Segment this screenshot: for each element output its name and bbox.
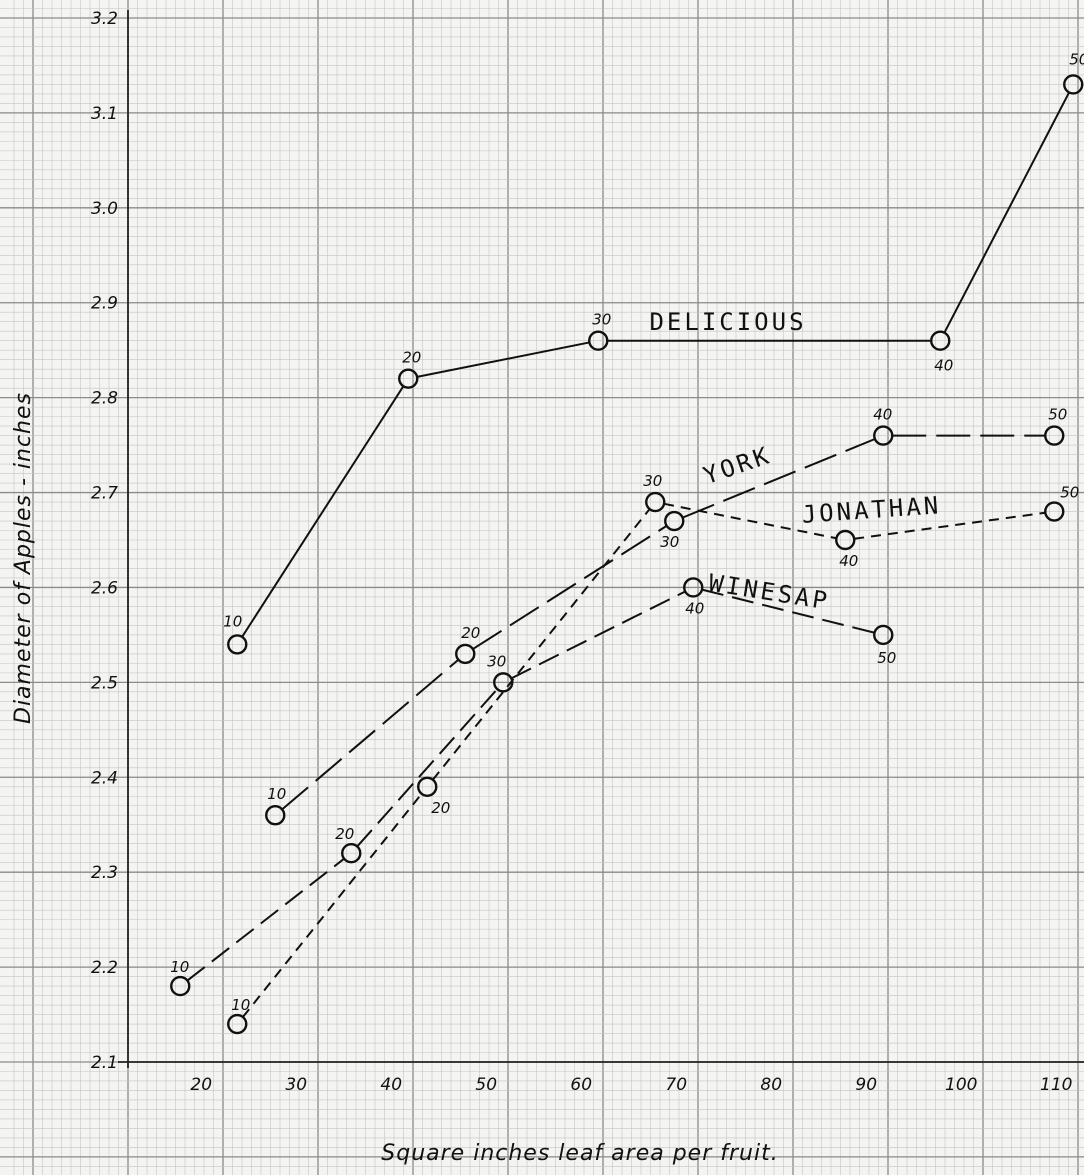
data-point-marker bbox=[873, 425, 894, 446]
data-point-marker bbox=[1044, 501, 1065, 522]
series-line-segment bbox=[682, 438, 876, 519]
series-name-label: JONATHAN bbox=[801, 491, 942, 529]
series-line-segment bbox=[416, 341, 590, 378]
data-point-marker bbox=[398, 368, 419, 389]
series-line-segment bbox=[242, 793, 423, 1018]
data-point-marker bbox=[835, 529, 856, 551]
point-label: 10 bbox=[223, 612, 242, 630]
y-tick-label: 3.0 bbox=[91, 199, 118, 219]
point-label: 20 bbox=[431, 799, 450, 817]
point-label: 40 bbox=[873, 406, 892, 424]
point-label: 10 bbox=[267, 785, 286, 803]
series-line-segment bbox=[186, 857, 345, 982]
point-label: 30 bbox=[643, 472, 662, 490]
point-label: 30 bbox=[660, 533, 679, 551]
data-point-marker bbox=[930, 330, 951, 351]
series-name-label: YORK bbox=[700, 441, 775, 490]
x-tick-label: 110 bbox=[1040, 1075, 1072, 1095]
y-axis-label: Diameter of Apples - inches bbox=[11, 392, 36, 724]
y-tick-label: 2.3 bbox=[91, 863, 118, 883]
point-label: 30 bbox=[487, 652, 506, 670]
point-label: 20 bbox=[402, 349, 421, 367]
x-tick-label: 30 bbox=[285, 1075, 307, 1095]
series-line-segment bbox=[432, 508, 651, 781]
x-tick-label: 80 bbox=[760, 1075, 782, 1095]
data-point-marker bbox=[683, 577, 704, 598]
data-point-marker bbox=[1044, 425, 1065, 446]
point-label: 40 bbox=[839, 552, 858, 570]
data-point-marker bbox=[664, 510, 685, 532]
y-tick-label: 2.4 bbox=[91, 768, 118, 788]
series-york: 10 20 30 40 50 YORK bbox=[265, 406, 1067, 826]
x-axis-label: Square inches leaf area per fruit. bbox=[381, 1141, 778, 1166]
y-tick-label: 2.9 bbox=[91, 294, 118, 314]
point-label: 40 bbox=[934, 357, 953, 375]
data-point-marker bbox=[227, 1013, 248, 1035]
data-point-marker bbox=[265, 805, 286, 826]
data-point-marker bbox=[645, 491, 666, 513]
point-label: 50 bbox=[1060, 484, 1079, 502]
y-tick-label: 2.1 bbox=[91, 1053, 118, 1073]
data-point-marker bbox=[1063, 74, 1084, 95]
point-label: 20 bbox=[461, 624, 480, 642]
data-point-marker bbox=[227, 634, 248, 655]
series-line-segment bbox=[281, 658, 460, 811]
series-line-segment bbox=[472, 525, 668, 650]
point-label: 20 bbox=[335, 825, 354, 843]
x-tick-label: 40 bbox=[380, 1075, 402, 1095]
series-name-label: DELICIOUS bbox=[649, 308, 806, 336]
point-label: 30 bbox=[592, 311, 611, 329]
x-tick-label: 100 bbox=[945, 1075, 977, 1095]
data-point-marker bbox=[455, 643, 476, 665]
data-point-marker bbox=[170, 975, 191, 997]
x-tick-label: 60 bbox=[570, 1075, 592, 1095]
y-tick-label: 2.6 bbox=[91, 578, 118, 598]
x-tick-label: 20 bbox=[190, 1075, 212, 1095]
x-tick-label: 70 bbox=[665, 1075, 687, 1095]
data-point-marker bbox=[341, 843, 362, 864]
y-tick-label: 2.2 bbox=[91, 958, 118, 978]
series-line-segment bbox=[241, 385, 405, 638]
y-tick-label: 2.5 bbox=[91, 673, 118, 693]
y-tick-label: 3.2 bbox=[91, 9, 118, 29]
point-label: 40 bbox=[685, 599, 704, 617]
series-layer: 10 20 30 40 50 DELICIOUS 10 20 30 40 50 YORK 10 20 30 4… bbox=[170, 50, 1084, 1035]
x-tick-label: 50 bbox=[475, 1075, 497, 1095]
series-delicious: 10 20 30 40 50 DELICIOUS bbox=[223, 50, 1084, 655]
point-label: 50 bbox=[1048, 406, 1067, 424]
series-line-segment bbox=[943, 91, 1070, 334]
point-label: 10 bbox=[170, 958, 189, 976]
series-line-segment bbox=[854, 511, 1046, 540]
y-tick-label: 2.8 bbox=[91, 389, 118, 409]
x-tick-labels: 20 30 40 50 60 70 80 90 100 110 bbox=[190, 1075, 1072, 1095]
x-tick-label: 90 bbox=[855, 1075, 877, 1095]
y-tick-label: 3.1 bbox=[91, 104, 118, 124]
series-line-segment bbox=[356, 688, 499, 848]
data-point-marker bbox=[588, 330, 609, 351]
series-winesap: 10 20 30 40 50 WINESAP bbox=[170, 569, 896, 997]
series-line-segment bbox=[510, 590, 686, 680]
y-tick-label: 2.7 bbox=[91, 484, 118, 504]
data-point-marker bbox=[417, 776, 438, 797]
point-label: 50 bbox=[877, 649, 896, 667]
data-point-marker bbox=[873, 624, 894, 646]
data-point-marker bbox=[493, 672, 514, 693]
series-name-label: WINESAP bbox=[707, 569, 832, 616]
point-label: 10 bbox=[231, 996, 250, 1014]
series-line-segment bbox=[663, 502, 837, 540]
y-tick-labels: 2.1 2.2 2.3 2.4 2.5 2.6 2.7 2.8 2.9 3.0 3.1 3.2 bbox=[91, 9, 118, 1073]
point-label: 50 bbox=[1069, 50, 1084, 68]
